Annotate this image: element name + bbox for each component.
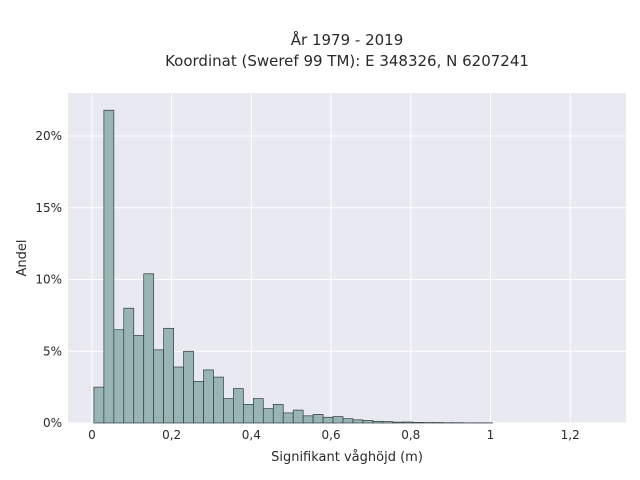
- histogram-bar: [352, 419, 364, 424]
- chart-title-line-1: År 1979 - 2019: [291, 30, 404, 49]
- histogram-bar: [213, 376, 224, 424]
- histogram-bar: [402, 421, 414, 424]
- histogram-bar: [372, 420, 384, 424]
- histogram-bar: [203, 369, 214, 424]
- histogram-bar: [243, 403, 254, 424]
- histogram-bar: [163, 327, 174, 424]
- histogram-bar: [282, 412, 294, 424]
- axis-ticks: 0% 5% 10% 15% 20% 0 0,2 0,4 0,6 0,8 1 1,2: [35, 129, 579, 442]
- histogram-bar: [123, 307, 135, 424]
- histogram-bar: [113, 329, 125, 424]
- histogram-bar: [233, 388, 244, 424]
- histogram-bar: [272, 403, 284, 424]
- histogram-bar: [392, 421, 404, 424]
- chart-title-line-2: Koordinat (Sweref 99 TM): E 348326, N 62…: [165, 52, 529, 70]
- x-tick-label: 0,8: [401, 428, 420, 442]
- x-tick-label: 1: [487, 428, 495, 442]
- histogram-bar: [342, 418, 354, 424]
- y-axis-label: Andel: [15, 240, 30, 277]
- histogram-bar: [193, 381, 204, 424]
- y-tick-label: 15%: [35, 201, 62, 215]
- histogram-bar: [252, 398, 264, 424]
- y-tick-label: 20%: [35, 129, 62, 143]
- histogram-bar: [292, 409, 304, 424]
- histogram-bar: [332, 416, 344, 424]
- histogram-bar: [93, 386, 105, 424]
- x-tick-label: 0,4: [242, 428, 261, 442]
- histogram-bar: [322, 416, 334, 424]
- histogram-bar: [183, 350, 194, 424]
- histogram-bar: [103, 109, 115, 424]
- histogram-bar: [362, 420, 374, 424]
- histogram-bar: [153, 349, 165, 424]
- x-tick-label: 0: [88, 428, 96, 442]
- histogram-bar: [412, 422, 424, 424]
- histogram-bar: [312, 414, 324, 424]
- x-tick-label: 0,6: [322, 428, 341, 442]
- histogram-bar: [143, 273, 155, 424]
- x-axis-label: Signifikant våghöjd (m): [271, 450, 423, 465]
- histogram-bar: [223, 398, 234, 424]
- histogram-bar: [133, 335, 145, 424]
- histogram-bar: [262, 408, 274, 424]
- histogram-bar: [173, 366, 184, 424]
- x-tick-label: 0,2: [162, 428, 181, 442]
- histogram-bars: [93, 109, 493, 424]
- y-tick-label: 0%: [43, 416, 62, 430]
- y-tick-label: 5%: [43, 344, 62, 358]
- y-tick-label: 10%: [35, 273, 62, 287]
- grid-lines: [68, 93, 626, 424]
- x-tick-label: 1,2: [561, 428, 580, 442]
- histogram-bar: [382, 421, 394, 424]
- histogram-bar: [302, 415, 314, 424]
